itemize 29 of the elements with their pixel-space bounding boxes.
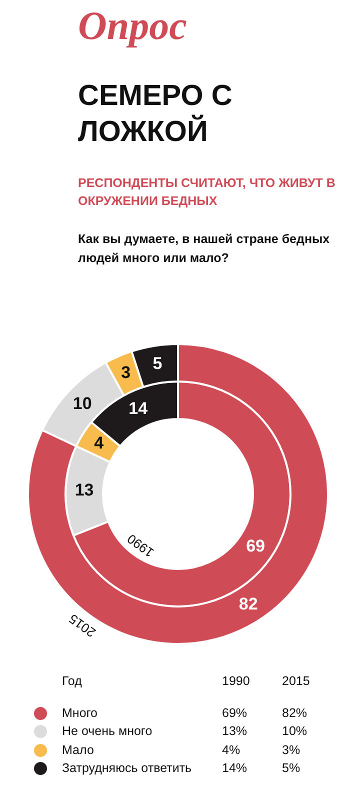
text: Как вы думаете, в нашей стране бедных людей много или мало? [78, 231, 331, 267]
data-label: 13% [222, 724, 248, 740]
data-label: 5% [282, 760, 302, 777]
chart-subtitle: РЕСПОНДЕНТЫ СЧИТАЮТ, ЧТО ЖИВУТ В ОКРУЖЕНИИ БЕДНЫХ [78, 175, 336, 210]
chart-title: СЕМЕРО С ЛОЖКОЙ [78, 79, 234, 150]
category-label: Не очень много [62, 724, 154, 740]
data-label: 3 [121, 363, 131, 382]
text: 2015 [282, 674, 311, 690]
data-label: 10 [72, 394, 92, 413]
data-label: 5 [152, 354, 162, 374]
category-label: Много [62, 706, 99, 722]
data-label: 14 [128, 398, 148, 418]
data-label: 3% [282, 742, 302, 758]
data-label: 14% [222, 760, 248, 777]
slice-label: 1990 [124, 531, 157, 560]
text: Опрос [78, 2, 187, 49]
data-label: 4% [222, 742, 242, 758]
data-label: 69 [246, 536, 265, 556]
data-label: 82% [282, 706, 308, 722]
category-label: Мало [62, 742, 95, 758]
text: 1990 [222, 674, 251, 690]
data-label: 82 [238, 594, 258, 614]
slice-label: 2015 [66, 611, 98, 640]
category-label: Затрудняюсь ответить [62, 760, 193, 777]
data-label: 69% [222, 706, 248, 722]
data-label: 4 [94, 433, 104, 452]
legend-title: Год [62, 674, 83, 690]
data-label: 10% [282, 724, 308, 740]
data-label: 13 [74, 480, 94, 500]
